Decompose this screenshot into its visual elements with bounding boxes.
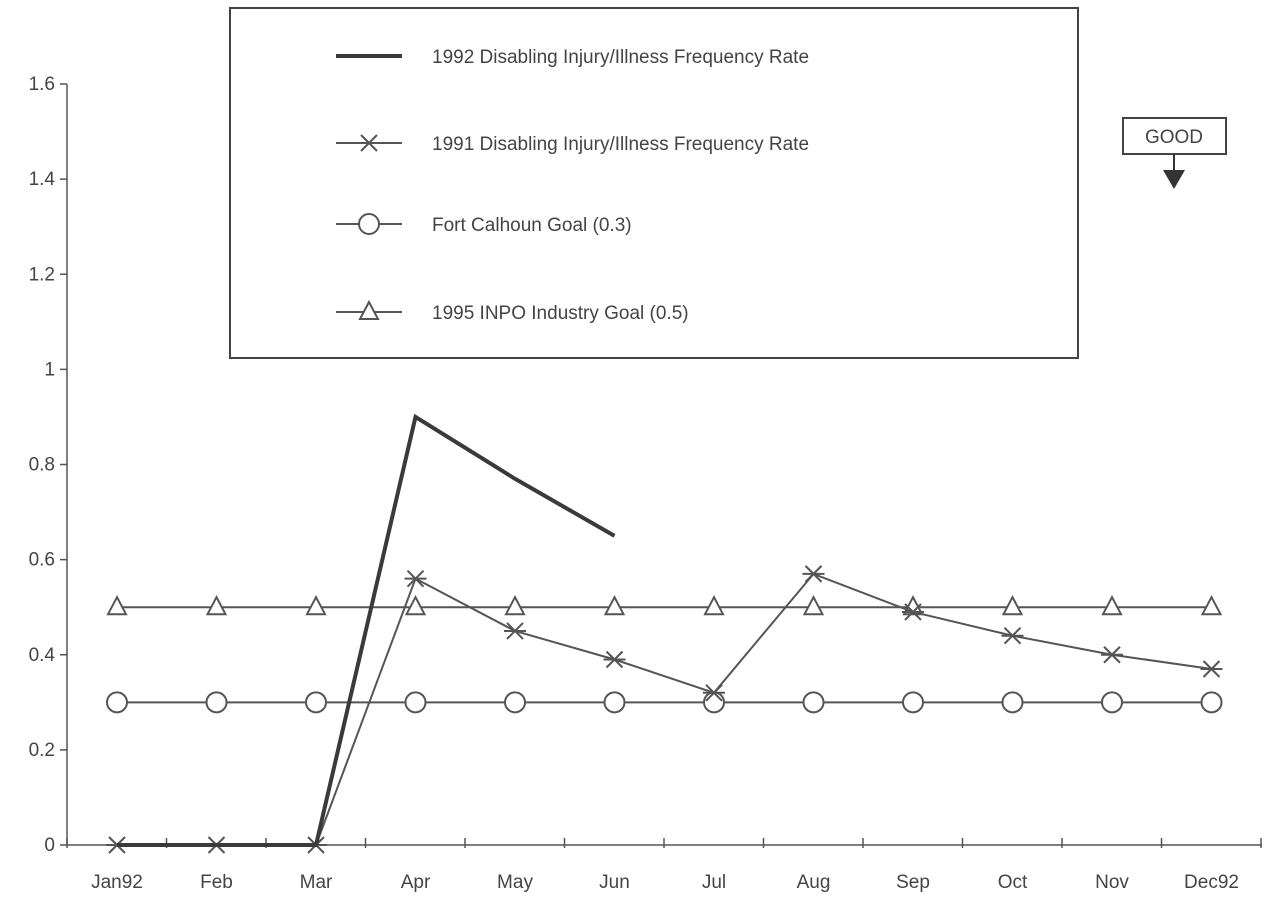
legend-box — [229, 7, 1079, 359]
legend-marker — [358, 213, 380, 235]
data-point — [1101, 646, 1123, 664]
y-tick-label: 0.8 — [29, 455, 55, 476]
good-box — [1122, 117, 1227, 155]
x-tick-label: Sep — [896, 872, 930, 893]
legend-label: 1992 Disabling Injury/Illness Frequency … — [432, 47, 809, 68]
data-point — [305, 691, 327, 714]
x-tick-label: Mar — [300, 872, 333, 893]
series-0 — [117, 413, 616, 847]
data-point — [404, 569, 427, 588]
data-point — [404, 691, 427, 714]
data-point — [703, 691, 725, 714]
series-line — [117, 413, 616, 847]
legend-label: Fort Calhoun Goal (0.3) — [432, 215, 632, 236]
data-point — [902, 603, 924, 621]
x-tick-label: Jul — [702, 872, 726, 893]
series-layer — [106, 413, 1223, 854]
y-tick-label: 0.4 — [29, 645, 56, 666]
good-label: GOOD — [1145, 127, 1203, 148]
x-tick-label: Oct — [998, 872, 1028, 893]
data-point — [205, 595, 228, 616]
data-point — [1101, 595, 1123, 616]
data-point — [504, 691, 526, 714]
series-2 — [106, 691, 1223, 714]
data-point — [106, 691, 128, 714]
data-point — [1200, 660, 1223, 678]
legend-marker — [358, 299, 380, 320]
x-tick-label: Jan92 — [91, 872, 143, 893]
x-tick-label: Apr — [401, 872, 431, 893]
legend-item: 1992 Disabling Injury/Illness Frequency … — [336, 47, 809, 68]
data-point — [603, 595, 626, 616]
x-tick-label: Dec92 — [1184, 872, 1239, 893]
legend: 1992 Disabling Injury/Illness Frequency … — [229, 7, 1079, 359]
data-point — [1001, 691, 1024, 714]
legend-label: 1995 INPO Industry Goal (0.5) — [432, 303, 689, 324]
y-tick-label: 0 — [44, 835, 55, 856]
data-point — [703, 595, 725, 616]
data-point — [603, 650, 626, 669]
data-point — [504, 622, 526, 640]
data-point — [902, 691, 924, 714]
legend-label: 1991 Disabling Injury/Illness Frequency … — [432, 134, 809, 155]
series-line — [117, 572, 1212, 846]
y-tick-label: 1 — [44, 359, 55, 380]
data-point — [1001, 595, 1024, 616]
y-tick-label: 0.6 — [29, 550, 55, 571]
x-tick-label: May — [497, 872, 533, 893]
series-1 — [106, 565, 1223, 854]
y-tick-label: 1.2 — [29, 264, 55, 285]
data-point — [504, 595, 526, 616]
arrow-down-icon — [1163, 170, 1185, 189]
y-tick-label: 0.2 — [29, 740, 55, 761]
data-point — [404, 595, 427, 616]
good-annotation: GOOD — [1122, 117, 1227, 189]
data-point — [1200, 595, 1223, 616]
data-point — [106, 595, 128, 616]
legend-item: 1995 INPO Industry Goal (0.5) — [336, 299, 689, 324]
x-tick-label: Jun — [599, 872, 630, 893]
data-point — [703, 684, 725, 702]
data-point — [1101, 691, 1123, 714]
data-point — [305, 595, 327, 616]
data-point — [205, 691, 228, 714]
x-tick-label: Feb — [200, 872, 233, 893]
data-point — [1200, 691, 1223, 714]
x-tick-label: Aug — [797, 872, 831, 893]
y-tick-label: 1.6 — [29, 74, 55, 95]
x-tick-label: Nov — [1095, 872, 1129, 893]
legend-item: 1991 Disabling Injury/Illness Frequency … — [336, 134, 809, 155]
data-point — [802, 691, 825, 714]
data-point — [603, 691, 626, 714]
x-axis-ticks: Jan92 Feb Mar Apr May Jun Jul Aug Sep Oct Nov Dec92 — [66, 838, 1262, 893]
data-point — [802, 565, 825, 583]
y-axis-ticks: 0 0.2 0.4 0.6 0.8 1 1.2 1.4 1.6 — [29, 74, 67, 856]
legend-marker — [358, 134, 380, 152]
legend-item: Fort Calhoun Goal (0.3) — [336, 213, 632, 236]
series-3 — [106, 595, 1223, 616]
y-tick-label: 1.4 — [29, 169, 56, 190]
data-point — [1001, 627, 1024, 645]
data-point — [802, 595, 825, 616]
